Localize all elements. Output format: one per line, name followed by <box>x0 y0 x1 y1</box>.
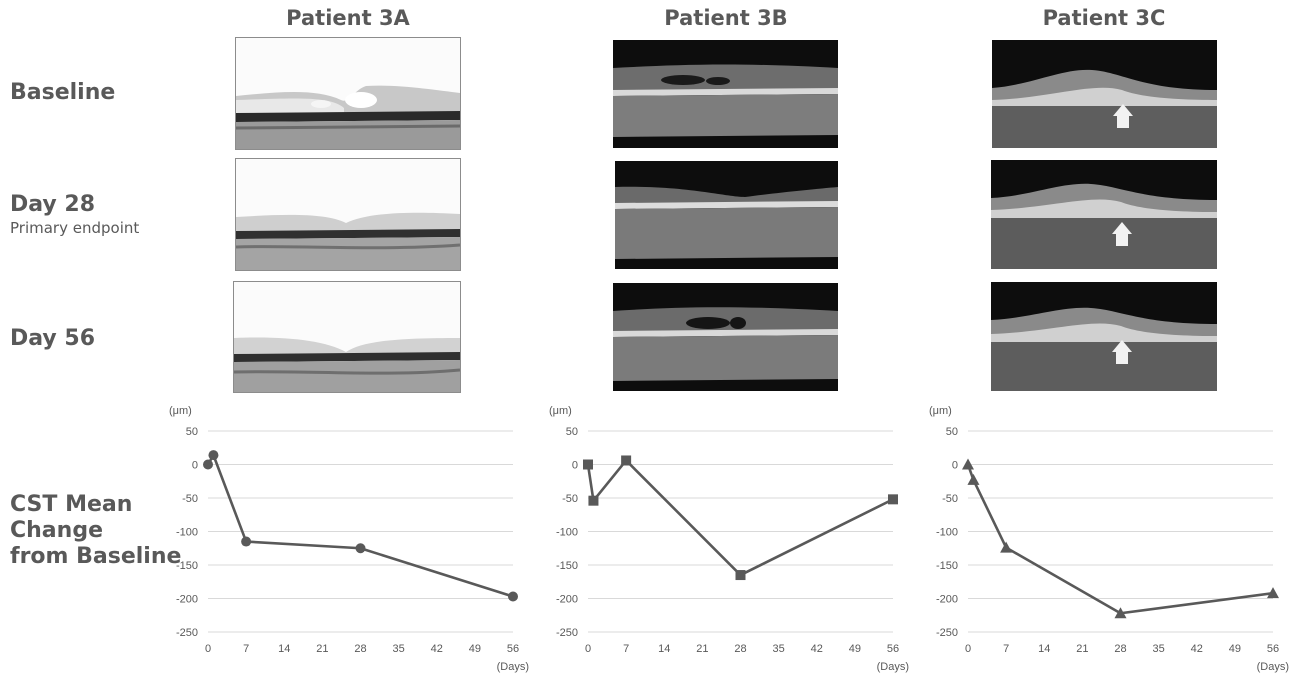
oct-scan-3a-day28 <box>235 158 461 271</box>
column-title-patient-3b: Patient 3B <box>664 6 788 30</box>
data-point <box>208 450 219 461</box>
row-label-cst-line2: Change <box>10 518 103 543</box>
column-title-patient-3a: Patient 3A <box>286 6 410 30</box>
y-tick-label: 0 <box>952 460 958 472</box>
y-tick-label: -50 <box>182 493 198 505</box>
x-tick-label: 14 <box>1038 643 1050 655</box>
x-unit-label: (Days) <box>877 661 909 673</box>
x-tick-label: 7 <box>623 643 629 655</box>
oct-scan-3c-day56 <box>991 282 1217 391</box>
y-tick-label: 0 <box>572 460 578 472</box>
oct-scan-3c-baseline <box>992 40 1217 148</box>
y-tick-label: 50 <box>946 426 958 438</box>
y-tick-label: -100 <box>936 527 958 539</box>
y-unit-label: (μm) <box>549 405 572 417</box>
x-tick-label: 49 <box>1229 643 1241 655</box>
x-unit-label: (Days) <box>1257 661 1289 673</box>
x-tick-label: 56 <box>1267 643 1279 655</box>
x-tick-label: 42 <box>1191 643 1203 655</box>
y-tick-label: -200 <box>936 594 958 606</box>
x-unit-label: (Days) <box>497 661 529 673</box>
cst-chart-patient-3c: (μm) (Days) 50 0 -50 -100 -150 -200 -250 0 7 14 21 28… <box>920 400 1290 680</box>
x-tick-label: 21 <box>696 643 708 655</box>
x-tick-label: 56 <box>507 643 519 655</box>
row-label-day56: Day 56 <box>10 326 96 351</box>
x-tick-label: 21 <box>316 643 328 655</box>
x-tick-label: 35 <box>393 643 405 655</box>
series-line <box>586 459 894 577</box>
y-tick-label: 0 <box>192 460 198 472</box>
oct-scan-3b-day56 <box>613 283 838 391</box>
data-point <box>508 591 518 602</box>
data-point <box>888 494 898 505</box>
y-tick-label: -200 <box>556 594 578 606</box>
cst-chart-3b-svg: (μm) (Days) 50 0 -50 -100 -150 -200 -250 0 7 14 21 28… <box>549 405 909 673</box>
data-point <box>588 495 599 506</box>
x-tick-label: 0 <box>965 643 971 655</box>
series-line <box>206 453 514 598</box>
column-title-patient-3c: Patient 3C <box>1042 6 1166 30</box>
oct-scan-3c-day28 <box>991 160 1217 269</box>
data-point <box>583 459 593 470</box>
x-tick-label: 42 <box>811 643 823 655</box>
oct-scan-3a-day56 <box>233 281 461 393</box>
y-tick-label: 50 <box>186 426 198 438</box>
x-tick-label: 35 <box>773 643 785 655</box>
x-tick-label: 0 <box>585 643 591 655</box>
y-unit-label: (μm) <box>929 405 952 417</box>
y-tick-label: -250 <box>176 627 198 639</box>
data-point <box>967 473 980 485</box>
data-point <box>962 458 974 470</box>
row-label-day28-title: Day 28 <box>10 192 96 217</box>
oct-scan-3b-day28 <box>615 161 838 269</box>
x-tick-label: 28 <box>354 643 366 655</box>
y-tick-label: -150 <box>556 560 578 572</box>
data-point <box>1267 587 1279 599</box>
y-tick-label: -250 <box>936 627 958 639</box>
x-tick-label: 28 <box>734 643 746 655</box>
row-label-cst-line3: from Baseline <box>10 544 182 569</box>
x-tick-label: 0 <box>205 643 211 655</box>
x-tick-label: 14 <box>278 643 290 655</box>
x-tick-label: 7 <box>243 643 249 655</box>
y-unit-label: (μm) <box>169 405 192 417</box>
cst-chart-3a-svg: (μm) (Days) 50 0 -50 -100 -150 -200 -250 0 7 14 21 28… <box>169 405 529 673</box>
y-tick-label: -150 <box>936 560 958 572</box>
data-point <box>355 543 366 554</box>
y-tick-label: -150 <box>176 560 198 572</box>
y-tick-label: -100 <box>176 527 198 539</box>
x-tick-label: 28 <box>1114 643 1126 655</box>
data-point <box>1000 541 1013 553</box>
row-label-baseline: Baseline <box>10 80 116 105</box>
x-tick-label: 7 <box>1003 643 1009 655</box>
y-tick-label: -100 <box>556 527 578 539</box>
cst-chart-3c-svg: (μm) (Days) 50 0 -50 -100 -150 -200 -250 0 7 14 21 28… <box>929 405 1289 673</box>
x-tick-label: 21 <box>1076 643 1088 655</box>
x-tick-label: 35 <box>1153 643 1165 655</box>
y-tick-label: -200 <box>176 594 198 606</box>
data-point <box>735 570 746 581</box>
cst-chart-patient-3b: (μm) (Days) 50 0 -50 -100 -150 -200 -250 0 7 14 21 28… <box>540 400 910 680</box>
x-tick-label: 49 <box>849 643 861 655</box>
y-tick-label: -50 <box>562 493 578 505</box>
series-line <box>966 464 1274 615</box>
y-tick-label: -250 <box>556 627 578 639</box>
oct-scan-3a-baseline <box>235 37 461 150</box>
y-tick-label: -50 <box>942 493 958 505</box>
x-tick-label: 42 <box>431 643 443 655</box>
x-tick-label: 14 <box>658 643 670 655</box>
row-label-day28: Day 28 Primary endpoint <box>10 192 139 238</box>
oct-scan-3b-baseline <box>613 40 838 148</box>
cst-chart-patient-3a: (μm) (Days) 50 0 -50 -100 -150 -200 -250 0 7 14 21 28… <box>160 400 530 680</box>
data-point <box>621 455 632 466</box>
y-tick-label: 50 <box>566 426 578 438</box>
row-label-day28-subtitle: Primary endpoint <box>10 219 140 237</box>
data-point <box>241 536 252 547</box>
data-point <box>1114 607 1127 619</box>
x-tick-label: 49 <box>469 643 481 655</box>
data-point <box>203 459 213 470</box>
row-label-cst: CST Mean Change from Baseline <box>10 492 181 570</box>
x-tick-label: 56 <box>887 643 899 655</box>
row-label-cst-line1: CST Mean <box>10 492 133 517</box>
